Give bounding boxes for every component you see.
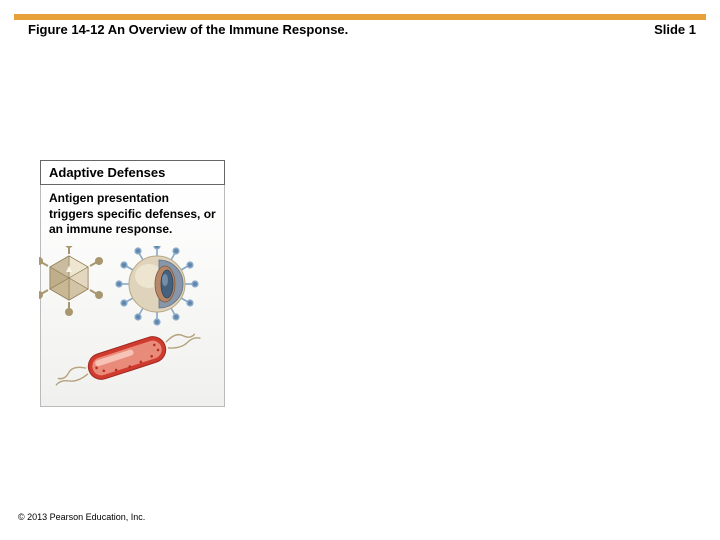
pathogen-svg [39, 246, 239, 406]
copyright-text: © 2013 Pearson Education, Inc. [18, 512, 145, 522]
pathogen-illustration [39, 246, 226, 396]
panel-header: Adaptive Defenses [40, 160, 225, 185]
slide-number: Slide 1 [654, 22, 696, 37]
panel-body: Antigen presentation triggers specific d… [40, 185, 225, 407]
header-accent-bar [14, 14, 706, 20]
panel-body-text: Antigen presentation triggers specific d… [49, 191, 216, 238]
header-row: Figure 14-12 An Overview of the Immune R… [28, 22, 696, 37]
bacterium-icon [51, 322, 204, 394]
enveloped-virus-icon [116, 246, 198, 325]
adaptive-defenses-panel: Adaptive Defenses Antigen presentation t… [40, 160, 225, 407]
figure-title: Figure 14-12 An Overview of the Immune R… [28, 22, 348, 37]
icosahedral-virus-icon [39, 246, 102, 315]
